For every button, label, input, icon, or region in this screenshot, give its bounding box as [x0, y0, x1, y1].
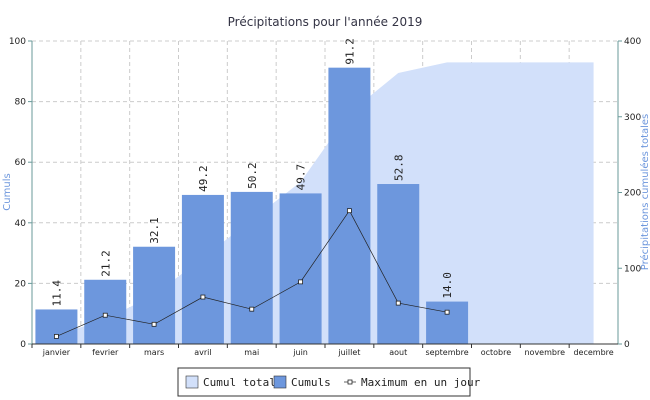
line-point — [249, 306, 255, 312]
x-tick-label: septembre — [426, 348, 469, 357]
y2-tick-label: 0 — [624, 340, 630, 350]
x-tick-label: fevrier — [92, 348, 119, 357]
y-tick-label: 100 — [9, 37, 26, 47]
y2-tick-label: 400 — [624, 37, 641, 47]
bar-value-label: 11.4 — [50, 280, 63, 307]
x-tick-label: avril — [194, 348, 211, 357]
legend-swatch — [273, 375, 287, 389]
line-point — [395, 300, 401, 306]
y-tick-label: 0 — [20, 340, 26, 350]
y2-tick-label: 300 — [624, 113, 641, 123]
bar-value-label: 52.8 — [392, 155, 405, 182]
legend-swatch — [185, 375, 199, 389]
legend-label: Cumuls — [291, 376, 331, 389]
bar-value-label: 50.2 — [246, 162, 259, 189]
line-point — [444, 309, 450, 315]
legend-label: Cumul total — [203, 376, 276, 389]
x-tick-label: mai — [244, 348, 259, 357]
x-tick-label: novembre — [524, 348, 565, 357]
bar — [279, 193, 322, 344]
x-tick-label: aout — [389, 348, 407, 357]
legend-box — [177, 367, 471, 397]
line-point — [151, 321, 157, 327]
chart-title: Précipitations pour l'année 2019 — [228, 15, 423, 29]
legend-swatch-marker — [347, 379, 353, 385]
line-point — [200, 294, 206, 300]
bar-value-label: 49.7 — [295, 164, 308, 191]
x-tick-label: juin — [292, 348, 308, 357]
bar — [181, 194, 224, 344]
y-tick-label: 40 — [15, 219, 27, 229]
y-tick-label: 60 — [15, 158, 27, 168]
bar — [426, 301, 469, 344]
y2-axis-label: Précipitations cumulées totales — [639, 114, 650, 271]
bar — [377, 184, 420, 344]
bar — [133, 246, 176, 344]
bar-value-label: 49.2 — [197, 165, 210, 192]
bar-value-label: 32.1 — [148, 217, 161, 244]
x-tick-label: juillet — [337, 348, 360, 357]
y-tick-label: 20 — [15, 279, 27, 289]
bar — [230, 191, 273, 344]
y-axis-label: Cumuls — [2, 173, 13, 210]
bar-value-label: 91.2 — [343, 38, 356, 65]
x-tick-label: octobre — [481, 348, 512, 357]
bar — [84, 279, 127, 344]
y2-tick-label: 200 — [624, 189, 641, 199]
y2-tick-label: 100 — [624, 264, 641, 274]
y-tick-label: 80 — [15, 98, 27, 108]
line-point — [298, 279, 303, 285]
line-point — [102, 312, 108, 318]
line-point — [54, 334, 59, 339]
x-tick-label: mars — [144, 348, 164, 357]
legend-label: Maximum en un jour — [361, 376, 481, 389]
x-tick-label: janvier — [42, 348, 71, 357]
bar — [328, 67, 371, 344]
bar-value-label: 14.0 — [441, 272, 454, 299]
line-point — [347, 208, 352, 214]
bar-value-label: 21.2 — [99, 250, 112, 277]
x-tick-label: decembre — [573, 348, 613, 357]
